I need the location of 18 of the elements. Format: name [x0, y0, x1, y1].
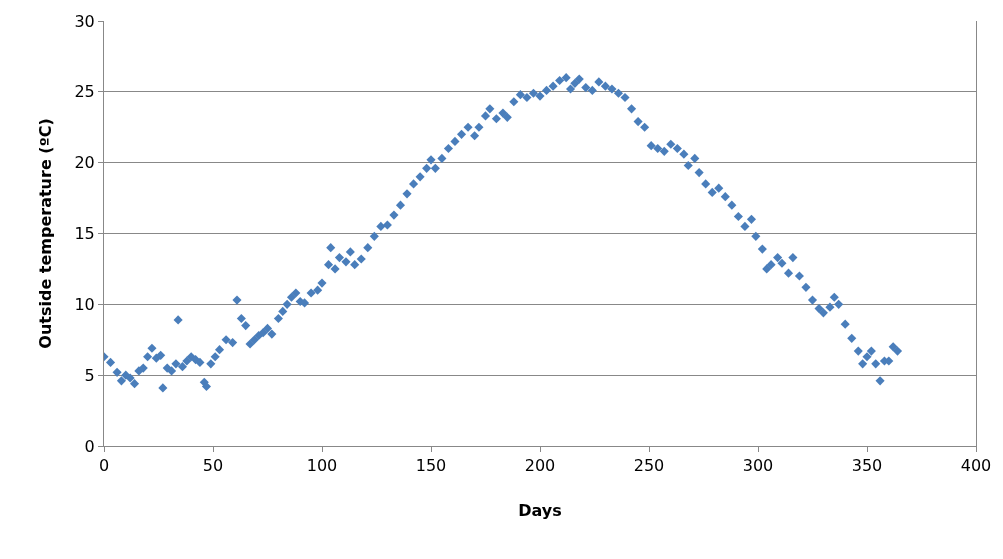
y-tick-label: 30 [74, 11, 95, 31]
x-tick-label: 350 [851, 456, 883, 476]
x-tick-label: 0 [98, 456, 110, 476]
x-tick-label: 50 [202, 456, 224, 476]
x-tick-label: 400 [960, 456, 992, 476]
x-tick-label: 100 [306, 456, 338, 476]
y-tick-label: 15 [74, 224, 95, 244]
x-tick-label: 250 [633, 456, 665, 476]
x-axis-title: Days [518, 500, 562, 520]
y-tick-label: 5 [84, 365, 95, 385]
y-tick-label: 10 [74, 294, 95, 314]
x-tick-label: 300 [742, 456, 774, 476]
y-axis-title: Outside temperature (ºC) [36, 118, 56, 349]
x-tick-label: 200 [524, 456, 556, 476]
x-tick-label: 150 [415, 456, 447, 476]
y-tick-label: 25 [74, 82, 95, 102]
y-tick-label: 0 [84, 436, 95, 456]
y-tick-label: 20 [74, 153, 95, 173]
